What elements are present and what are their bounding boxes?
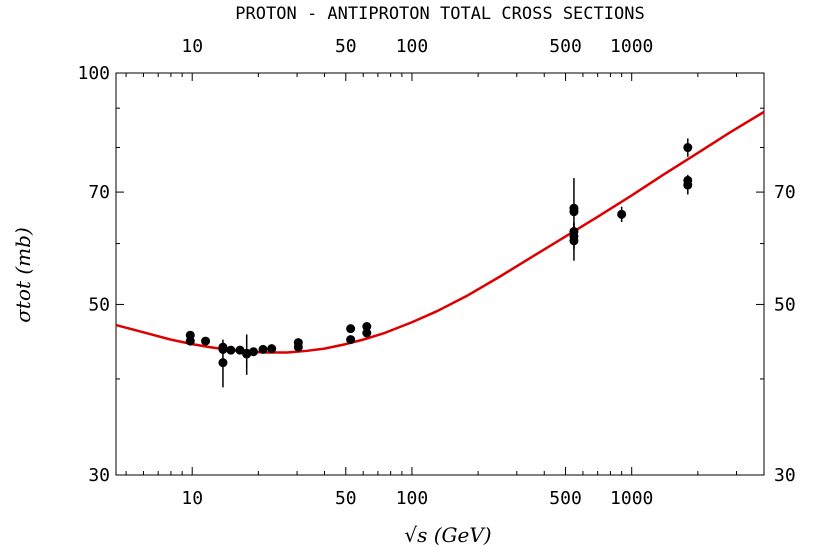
data-points-layer (185, 138, 693, 388)
data-point (569, 236, 579, 246)
x-tick-label-bottom: 1000 (610, 488, 653, 509)
data-point (683, 180, 693, 190)
y-tick-label-left: 50 (88, 294, 110, 315)
x-tick-label-bottom: 100 (396, 488, 429, 509)
x-tick-label-top: 1000 (610, 36, 653, 57)
data-point (248, 347, 258, 357)
data-point (218, 358, 228, 368)
y-axis-label: σtot (mb) (11, 227, 35, 323)
ticks-layer: 10 10 50 50 100 100 500 500 1000 1000 30 50 70 100 30 5… (77, 36, 795, 509)
x-tick-label-top: 500 (549, 36, 582, 57)
data-point (362, 322, 372, 332)
fit-curve-layer (115, 110, 765, 354)
data-point (346, 335, 356, 345)
data-point (242, 349, 252, 359)
data-point (201, 336, 211, 346)
y-tick-label-right: 70 (774, 182, 796, 203)
data-point (258, 344, 268, 354)
data-point (683, 143, 693, 153)
data-point (617, 209, 627, 219)
y-tick-label-right: 30 (774, 465, 796, 486)
y-tick-label-left: 100 (77, 63, 110, 84)
y-tick-label-left: 70 (88, 182, 110, 203)
x-axis-label: √s (GeV) (404, 523, 491, 547)
data-point (346, 324, 356, 334)
x-tick-label-bottom: 50 (335, 488, 357, 509)
x-tick-label-bottom: 500 (549, 488, 582, 509)
svg-text:σtot (mb): σtot (mb) (11, 227, 35, 323)
x-tick-label-top: 10 (181, 36, 203, 57)
data-point (235, 345, 245, 355)
chart-title: PROTON - ANTIPROTON TOTAL CROSS SECTIONS (235, 4, 644, 24)
data-point (569, 203, 579, 213)
data-point (185, 336, 195, 346)
data-point (293, 338, 303, 348)
x-tick-label-top: 100 (396, 36, 429, 57)
x-tick-label-bottom: 10 (181, 488, 203, 509)
y-tick-label-left: 30 (88, 465, 110, 486)
data-point (267, 344, 277, 354)
data-point (362, 328, 372, 338)
fit-curve (115, 110, 765, 354)
data-point (226, 345, 236, 355)
plot-frame (115, 72, 765, 476)
x-tick-label-top: 50 (335, 36, 357, 57)
y-tick-label-right: 50 (774, 294, 796, 315)
